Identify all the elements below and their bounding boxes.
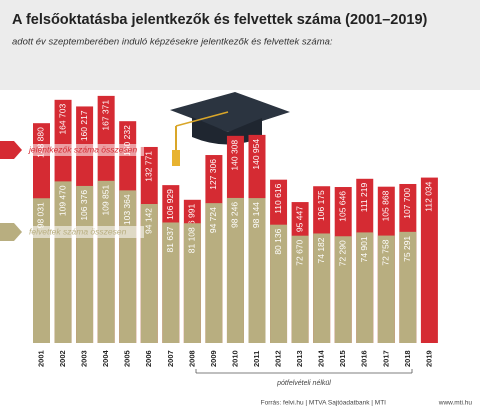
x-tick-label: 2017 <box>381 350 390 367</box>
value-label: 109 470 <box>57 185 67 216</box>
legend-arrow <box>0 223 22 241</box>
value-label: 96 991 <box>187 204 197 230</box>
x-tick-label: 2018 <box>403 350 412 367</box>
bar <box>291 235 309 343</box>
legend-backdrop <box>26 226 144 238</box>
bar <box>334 236 352 343</box>
bar <box>248 198 266 343</box>
website: www.mti.hu <box>438 400 473 407</box>
x-tick-label: 2003 <box>80 350 89 367</box>
value-label: 167 371 <box>100 100 110 131</box>
value-label: 150 232 <box>122 125 132 156</box>
bar <box>54 181 72 343</box>
value-label: 72 290 <box>337 240 347 266</box>
value-label: 132 771 <box>144 151 154 182</box>
bar <box>140 204 158 343</box>
legend-arrow <box>0 141 22 159</box>
value-label: 107 700 <box>402 188 412 219</box>
value-label: 81 108 <box>187 227 197 253</box>
value-label: 98 246 <box>230 202 240 228</box>
value-label: 111 219 <box>359 183 369 213</box>
bar <box>399 231 417 343</box>
x-tick-label: 2002 <box>58 350 67 367</box>
value-label: 112 034 <box>424 181 434 211</box>
value-label: 95 447 <box>294 206 304 232</box>
header-band <box>0 0 480 90</box>
value-label: 106 376 <box>79 190 89 221</box>
value-label: 148 880 <box>36 127 46 158</box>
value-label: 74 182 <box>316 237 326 263</box>
chart-subtitle: adott év szeptemberében induló képzésekr… <box>12 37 333 48</box>
x-tick-label: 2014 <box>317 349 326 367</box>
value-label: 160 217 <box>79 110 89 141</box>
graduation-cap <box>170 92 290 166</box>
value-label: 164 703 <box>57 104 67 135</box>
value-label: 94 142 <box>144 208 154 234</box>
x-tick-label: 2005 <box>123 350 132 367</box>
value-label: 72 670 <box>294 239 304 265</box>
value-label: 140 954 <box>251 139 261 170</box>
value-label: 72 758 <box>381 239 391 265</box>
value-label: 106 929 <box>165 189 175 220</box>
value-label: 140 308 <box>230 140 240 171</box>
value-label: 74 901 <box>359 236 369 262</box>
x-tick-label: 2019 <box>424 350 433 367</box>
value-label: 98 031 <box>36 202 46 228</box>
x-tick-label: 2001 <box>36 350 45 367</box>
value-label: 98 144 <box>251 202 261 228</box>
x-tick-label: 2006 <box>144 350 153 367</box>
value-label: 75 291 <box>402 236 412 262</box>
bar <box>97 180 115 343</box>
legend-label: jelentkezők száma összesen <box>28 144 137 154</box>
bar <box>183 223 201 343</box>
value-label: 94 724 <box>208 207 218 233</box>
x-tick-label: 2011 <box>252 351 261 367</box>
value-label: 80 136 <box>273 228 283 254</box>
value-label: 105 868 <box>381 190 391 221</box>
value-label: 105 646 <box>337 191 347 222</box>
x-tick-label: 2010 <box>230 350 239 367</box>
legend-label: felvettek száma összesen <box>29 226 127 236</box>
bar <box>76 185 94 343</box>
x-tick-label: 2008 <box>187 350 196 367</box>
x-tick-label: 2016 <box>360 350 369 367</box>
value-label: 109 851 <box>100 185 110 216</box>
bar <box>270 224 288 343</box>
bar <box>313 233 331 343</box>
x-tick-label: 2004 <box>101 349 110 367</box>
value-label: 110 616 <box>273 183 283 213</box>
bar <box>420 177 438 343</box>
x-tick-label: 2009 <box>209 350 218 367</box>
source: Forrás: felvi.hu | MTVA Sajtóadatbank | … <box>261 400 387 407</box>
x-tick-label: 2007 <box>166 350 175 367</box>
value-label: 127 306 <box>208 159 218 190</box>
x-tick-label: 2012 <box>274 350 283 367</box>
value-label: 106 175 <box>316 190 326 221</box>
value-label: 103 364 <box>122 194 132 225</box>
x-tick-label: 2015 <box>338 350 347 367</box>
x-tick-label: 2013 <box>295 350 304 367</box>
chart-title: A felsőoktatásba jelentkezők és felvette… <box>12 12 428 28</box>
annotation: pótfelvételi nélkül <box>276 380 331 387</box>
bar <box>377 235 395 343</box>
legend-backdrop <box>26 144 144 156</box>
bar <box>356 232 374 343</box>
bar <box>226 197 244 343</box>
value-label: 81 637 <box>165 226 175 252</box>
bar <box>162 222 180 343</box>
bar <box>205 203 223 343</box>
